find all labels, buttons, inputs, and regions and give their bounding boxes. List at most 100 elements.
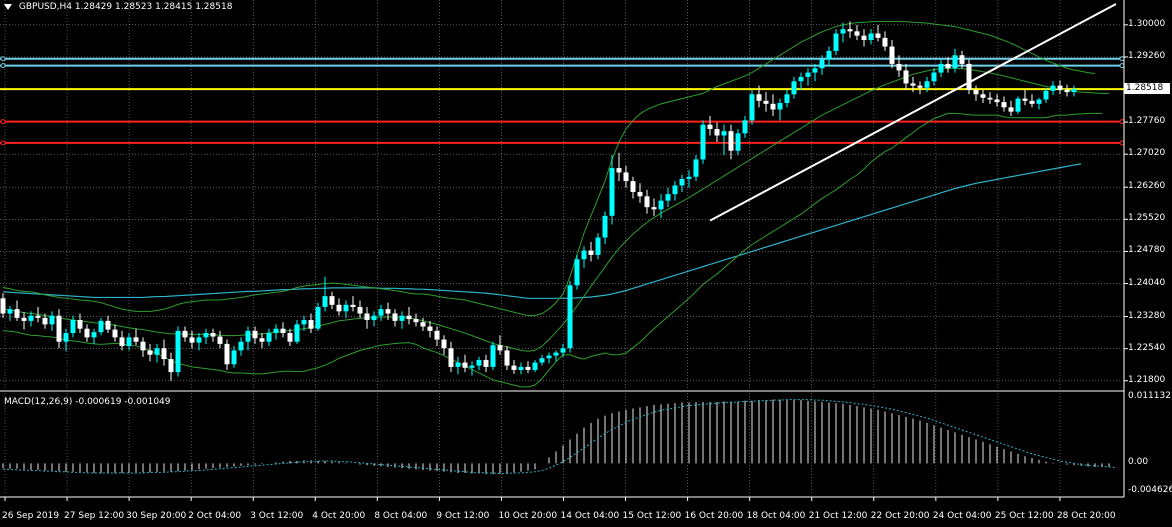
candle-bear (707, 124, 713, 130)
candle-bear (882, 37, 888, 47)
candle-bull (924, 81, 930, 88)
macd-scale-label: 0.00 (1128, 457, 1149, 468)
candle-bear (525, 366, 531, 370)
trendline-layer[interactable] (709, 3, 1117, 222)
candle-bull (700, 124, 706, 160)
time-axis-label: 10 Oct 20:00 (498, 511, 558, 521)
candle-bear (406, 315, 412, 320)
candle-bear (861, 35, 867, 41)
moving-average-line (2, 163, 1082, 299)
candle-bear (763, 100, 769, 104)
candle-bull (518, 366, 524, 370)
horizontal-levels[interactable] (0, 56, 1125, 146)
candle-bull (1071, 89, 1077, 93)
time-axis-label: 22 Oct 20:00 (870, 511, 930, 521)
candle-bull (126, 337, 132, 347)
candle-bear (112, 329, 118, 338)
candle-bear (1008, 107, 1014, 112)
support-line-handle-icon (1119, 119, 1125, 125)
candle-bear (644, 196, 650, 208)
candle-bull (1043, 90, 1049, 100)
macd-scale-label: 0.011132 (1128, 391, 1171, 401)
trendline (709, 3, 1117, 222)
candle-bull (819, 59, 825, 69)
price-scale-label: 1.22540 (1128, 342, 1166, 353)
time-axis-label: 27 Sep 12:00 (64, 511, 125, 521)
candle-bull (91, 332, 97, 338)
candle-bear (385, 309, 391, 314)
candle-bear (623, 172, 629, 182)
candle-bull (574, 259, 580, 286)
candle-bull (805, 72, 811, 77)
price-scale-label: 1.23280 (1128, 310, 1166, 321)
candle-bull (868, 33, 874, 41)
candle-bear (350, 304, 356, 307)
candle-bull (826, 50, 832, 60)
candle-bear (903, 70, 909, 84)
time-axis-label: 4 Oct 20:00 (312, 511, 366, 521)
candle-bear (189, 337, 195, 343)
candle-bear (56, 315, 62, 342)
candle-bear (1057, 85, 1063, 90)
candle-bull (686, 176, 692, 179)
candle-bear (259, 338, 265, 342)
moving-average-layer (2, 163, 1082, 299)
candle-bear (896, 63, 902, 71)
candle-bear (77, 320, 83, 329)
time-axis-label: 30 Sep 20:00 (126, 511, 187, 521)
macd-main-value: -0.000619 (75, 397, 122, 407)
time-axis-label: 26 Sep 2019 (2, 511, 60, 521)
candle-bull (539, 358, 545, 363)
bollinger-middle-line (2, 67, 1109, 352)
candle-bull (560, 348, 566, 353)
candle-bear (420, 322, 426, 327)
chart-header: GBPUSD,H4 1.28429 1.28523 1.28415 1.2851… (4, 2, 232, 12)
candle-bull (266, 333, 272, 342)
candle-bull (343, 304, 349, 312)
candle-bull (791, 81, 797, 95)
candle-bull (742, 120, 748, 134)
candle-bear (875, 33, 881, 38)
candle-bull (154, 348, 160, 355)
candle-bull (665, 194, 671, 201)
candle-bear (119, 337, 125, 347)
candle-bull (679, 178, 685, 186)
dropdown-triangle-icon[interactable] (4, 3, 12, 10)
chart-grid (0, 0, 1122, 495)
candle-bear (1064, 89, 1070, 93)
candle-bear (308, 320, 314, 329)
candle-bear (483, 359, 489, 367)
time-axis-label: 18 Oct 04:00 (746, 511, 806, 521)
candle-bear (84, 328, 90, 338)
candle-bull (301, 320, 307, 325)
candle-bear (651, 207, 657, 210)
candle-bear (980, 94, 986, 98)
candle-bear (252, 330, 258, 339)
macd-header: MACD(12,26,9) -0.000619 -0.001049 (4, 397, 171, 407)
candle-bull (231, 350, 237, 365)
candle-bull (581, 250, 587, 260)
candle-bull (567, 285, 573, 349)
candle-bear (161, 348, 167, 360)
candle-bear (210, 333, 216, 337)
time-axis-label: 15 Oct 12:00 (622, 511, 682, 521)
candles-layer[interactable] (0, 21, 1077, 381)
candle-bull (609, 168, 615, 216)
candle-bull (721, 131, 727, 136)
candle-bear (987, 97, 993, 100)
candle-bull (399, 315, 405, 321)
macd-label: MACD(12,26,9) (4, 397, 73, 407)
bollinger-lower-line (2, 112, 1102, 388)
candle-bull (28, 315, 34, 321)
candle-bear (357, 306, 363, 314)
candle-bear (511, 365, 517, 370)
resistance-line-handle-icon (1119, 63, 1125, 69)
macd-signal-line (3, 399, 1117, 475)
price-scale-label: 1.30000 (1128, 18, 1166, 29)
bollinger-upper-line (2, 20, 1096, 317)
candle-bull (476, 359, 482, 366)
candle-bull (658, 200, 664, 210)
candle-bear (945, 63, 951, 69)
candle-bear (287, 333, 293, 342)
